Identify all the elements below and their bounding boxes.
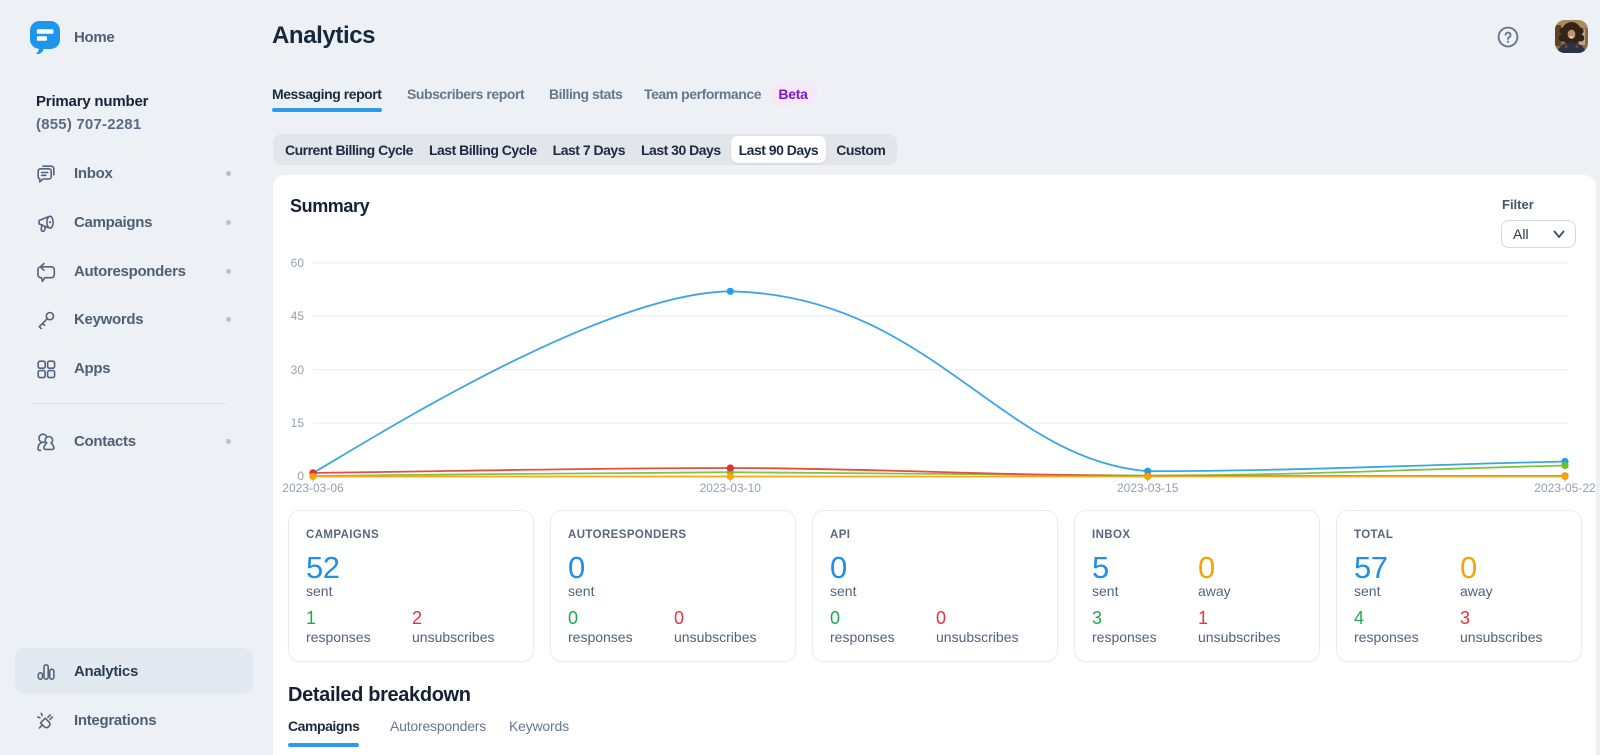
svg-text:2023-03-15: 2023-03-15 (1117, 481, 1179, 495)
svg-text:60: 60 (291, 256, 305, 270)
svg-text:30: 30 (291, 363, 305, 377)
svg-text:15: 15 (291, 416, 305, 430)
svg-text:45: 45 (291, 309, 305, 323)
svg-text:2023-05-22: 2023-05-22 (1534, 481, 1596, 495)
svg-text:2023-03-06: 2023-03-06 (282, 481, 344, 495)
svg-text:2023-03-10: 2023-03-10 (700, 481, 762, 495)
svg-text:0: 0 (297, 469, 304, 483)
